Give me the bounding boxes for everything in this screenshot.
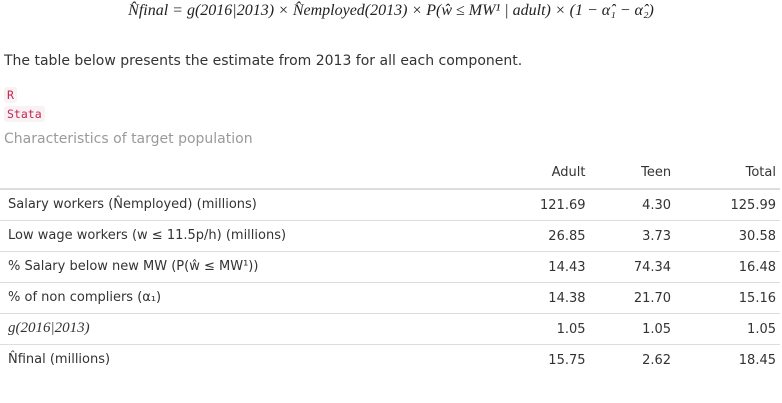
- table-row: % of non compliers (α₁) 14.38 21.70 15.1…: [0, 281, 780, 313]
- cell-total: 16.48: [675, 250, 780, 282]
- cell-total: 30.58: [675, 219, 780, 251]
- cell-adult: 14.38: [409, 281, 590, 313]
- cell-teen: 4.30: [589, 188, 676, 220]
- row-label: % Salary below new MW (P(ŵ ≤ MW¹)): [0, 250, 410, 282]
- cell-total: 1.05: [675, 312, 780, 344]
- row-label: % of non compliers (α₁): [0, 281, 410, 313]
- row-label: g(2016|2013): [0, 312, 410, 344]
- cell-teen: 74.34: [589, 250, 676, 282]
- row-label: Salary workers (N̂employed) (millions): [0, 188, 410, 220]
- cell-adult: 121.69: [409, 188, 590, 220]
- cell-teen: 2.62: [589, 343, 676, 375]
- cell-adult: 15.75: [409, 343, 590, 375]
- table-row: Low wage workers (w ≤ 11.5p/h) (millions…: [0, 219, 780, 251]
- header-label: [0, 156, 410, 190]
- cell-total: 125.99: [675, 188, 780, 220]
- cell-adult: 14.43: [409, 250, 590, 282]
- table-row: % Salary below new MW (P(ŵ ≤ MW¹)) 14.43…: [0, 250, 780, 282]
- cell-adult: 26.85: [409, 219, 590, 251]
- cell-adult: 1.05: [409, 312, 590, 344]
- header-total: Total: [675, 156, 780, 190]
- table-row: g(2016|2013) 1.05 1.05 1.05: [0, 312, 780, 344]
- table-row: Salary workers (N̂employed) (millions) 1…: [0, 188, 780, 220]
- row-label: Low wage workers (w ≤ 11.5p/h) (millions…: [0, 219, 410, 251]
- header-teen: Teen: [589, 156, 676, 190]
- cell-teen: 21.70: [589, 281, 676, 313]
- cell-teen: 1.05: [589, 312, 676, 344]
- cell-total: 15.16: [675, 281, 780, 313]
- results-table: Adult Teen Total Salary workers (N̂emplo…: [0, 156, 780, 375]
- cell-teen: 3.73: [589, 219, 676, 251]
- tab-stata[interactable]: Stata: [4, 106, 45, 122]
- formula: N̂final = g(2016|2013) × N̂employed(2013…: [128, 2, 654, 19]
- row-label: N̂final (millions): [0, 343, 410, 375]
- header-adult: Adult: [409, 156, 590, 190]
- table-row: N̂final (millions) 15.75 2.62 18.45: [0, 343, 780, 375]
- table-caption: Characteristics of target population: [4, 131, 253, 147]
- table-header-row: Adult Teen Total: [0, 156, 780, 190]
- intro-text: The table below presents the estimate fr…: [4, 53, 523, 69]
- tab-r[interactable]: R: [4, 87, 17, 103]
- cell-total: 18.45: [675, 343, 780, 375]
